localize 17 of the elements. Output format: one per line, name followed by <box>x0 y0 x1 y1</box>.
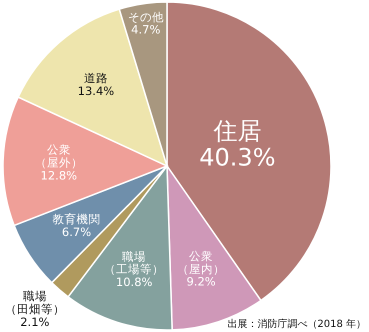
slice-label: 公衆（屋内） <box>177 248 226 276</box>
slice-label: 職場（工場等） <box>104 249 164 276</box>
data-label: 10.8% <box>116 275 153 290</box>
slice-label: 住居 <box>212 116 262 145</box>
data-label: 4.7% <box>131 22 160 37</box>
data-label: 40.3% <box>199 144 276 172</box>
slice-label: 職場（田畑等） <box>4 289 65 316</box>
data-label: 12.8% <box>40 168 78 183</box>
slice-label: 教育機関 <box>52 212 101 226</box>
slice-label: 道路 <box>84 70 108 85</box>
slice-label: 公衆（屋外） <box>34 142 83 170</box>
data-label: 2.1% <box>20 314 50 329</box>
text: 出展：消防庁調べ（2018 年） <box>227 318 366 330</box>
data-label: 6.7% <box>62 224 92 239</box>
data-label: 13.4% <box>78 84 114 98</box>
slice-label: その他 <box>128 10 164 24</box>
data-label: 9.2% <box>186 274 216 289</box>
